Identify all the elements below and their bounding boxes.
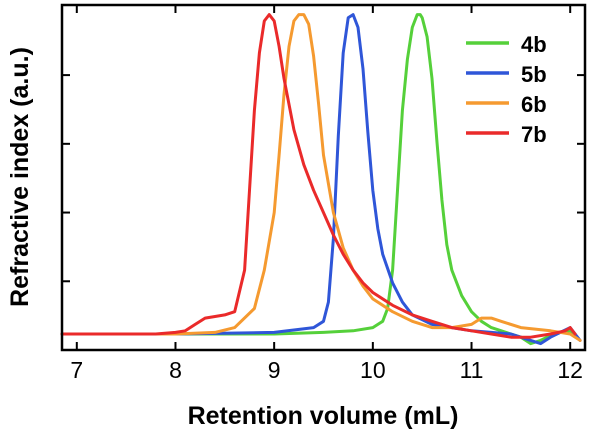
series-line-7b xyxy=(60,13,577,339)
series-line-4b xyxy=(60,13,577,346)
series-layer xyxy=(60,13,582,346)
x-tick-label: 7 xyxy=(70,357,83,383)
x-tick-label: 10 xyxy=(360,357,386,383)
plot-frame xyxy=(60,3,587,352)
x-tick-label: 12 xyxy=(557,357,583,383)
axis-layer: 7 8 9 10 11 12 xyxy=(62,5,585,383)
x-axis-title: Retention volume (mL) xyxy=(188,402,459,430)
y-axis-title: Refractive index (a.u.) xyxy=(6,47,34,307)
plot-background xyxy=(62,5,585,350)
x-tick-label: 8 xyxy=(169,357,182,383)
legend: 4b 5b 6b 7b xyxy=(466,32,547,147)
series-line-5b xyxy=(60,13,582,346)
series-line-6b xyxy=(60,13,582,342)
legend-label-6b: 6b xyxy=(521,92,547,117)
x-tick-label: 9 xyxy=(268,357,281,383)
x-tick-label: 11 xyxy=(460,357,484,383)
legend-label-4b: 4b xyxy=(521,32,547,57)
legend-label-7b: 7b xyxy=(521,122,547,147)
legend-label-5b: 5b xyxy=(521,62,547,87)
